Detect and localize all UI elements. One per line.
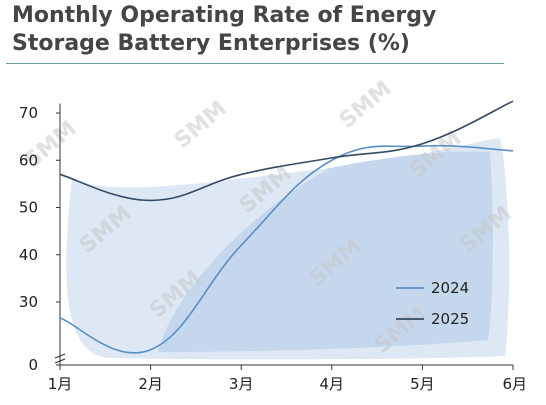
- axis-break-marker: [54, 353, 66, 364]
- x-tick-label: 1月: [48, 375, 73, 393]
- x-axis-ticks: 1月 2月 3月 4月 5月 6月: [48, 365, 527, 393]
- background-decoration: [66, 138, 510, 360]
- legend-label-2025: 2025: [431, 310, 469, 328]
- y-tick-label: 0: [28, 356, 38, 374]
- legend-label-2024: 2024: [431, 279, 469, 297]
- watermark-logo: SMM: [335, 76, 397, 133]
- y-tick-label: 70: [19, 104, 38, 122]
- x-tick-label: 5月: [410, 375, 435, 393]
- y-tick-label: 40: [19, 246, 38, 264]
- x-tick-label: 2月: [138, 375, 163, 393]
- watermark-logo: SMM: [170, 96, 232, 153]
- x-tick-label: 6月: [502, 375, 527, 393]
- series-line-2024: [59, 144, 514, 354]
- legend: 2024 2025: [396, 279, 469, 328]
- background-blob-inner: [158, 151, 493, 352]
- series-line-2025: [59, 100, 514, 202]
- title-divider: [6, 63, 504, 64]
- chart-title: Monthly Operating Rate of Energy Storage…: [12, 3, 437, 56]
- y-tick-label: 30: [19, 293, 38, 311]
- y-tick-label: 50: [19, 199, 38, 217]
- series-lines: [59, 100, 514, 354]
- x-tick-label: 4月: [320, 375, 345, 393]
- y-axis-ticks: 0 30 40 50 60 70: [19, 104, 60, 374]
- chart-axes: [54, 103, 513, 366]
- x-tick-label: 3月: [229, 375, 254, 393]
- y-tick-label: 60: [19, 151, 38, 169]
